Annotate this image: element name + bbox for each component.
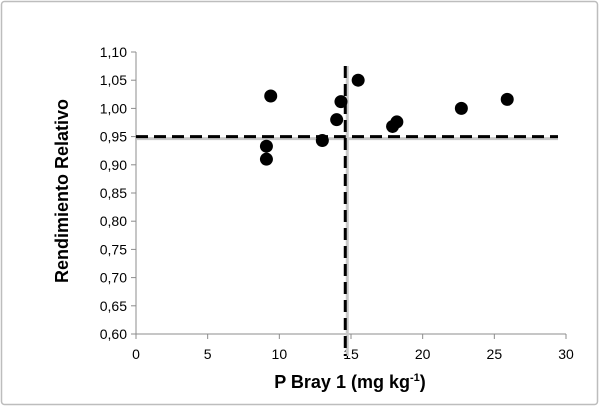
- y-tick-label: 0,95: [100, 129, 127, 145]
- data-point: [334, 95, 348, 109]
- data-point: [500, 92, 514, 106]
- data-point: [259, 139, 273, 153]
- data-point: [330, 113, 344, 127]
- y-tick-label: 0,60: [100, 326, 127, 342]
- data-point: [264, 89, 278, 103]
- y-tick-label: 0,85: [100, 185, 127, 201]
- y-tick-label: 0,70: [100, 270, 127, 286]
- y-tick-label: 1,00: [100, 100, 127, 116]
- data-point: [390, 115, 404, 129]
- x-axis-label-superscript: -1: [410, 372, 420, 384]
- y-tick-label: 0,90: [100, 157, 127, 173]
- y-tick-label: 1,05: [100, 72, 127, 88]
- data-point: [351, 73, 365, 87]
- data-point: [454, 101, 468, 115]
- x-tick-label: 5: [204, 346, 212, 362]
- data-points: [259, 73, 514, 166]
- x-tick-label: 20: [415, 346, 431, 362]
- x-tick-label: 0: [132, 346, 140, 362]
- data-point: [315, 134, 329, 148]
- x-tick-label: 10: [272, 346, 288, 362]
- x-tick-label: 30: [558, 346, 574, 362]
- y-tick-label: 0,80: [100, 213, 127, 229]
- x-axis-label-main: P Bray 1 (mg kg: [274, 372, 410, 392]
- x-axis-ticks: 0 5 10 15 20 25 30: [132, 334, 574, 362]
- x-axis-label: P Bray 1 (mg kg-1): [274, 372, 426, 392]
- data-point: [259, 152, 273, 166]
- threshold-guides: [136, 66, 558, 356]
- y-axis-label: Rendimiento Relativo: [52, 99, 72, 283]
- y-tick-label: 0,65: [100, 298, 127, 314]
- x-axis-label-close: ): [420, 372, 426, 392]
- x-tick-label: 25: [487, 346, 503, 362]
- y-axis-ticks: 0,60 0,65 0,70 0,75 0,80 0,85 0,90 0,95 1,00 1,05…: [100, 44, 136, 342]
- y-tick-label: 1,10: [100, 44, 127, 60]
- y-tick-label: 0,75: [100, 241, 127, 257]
